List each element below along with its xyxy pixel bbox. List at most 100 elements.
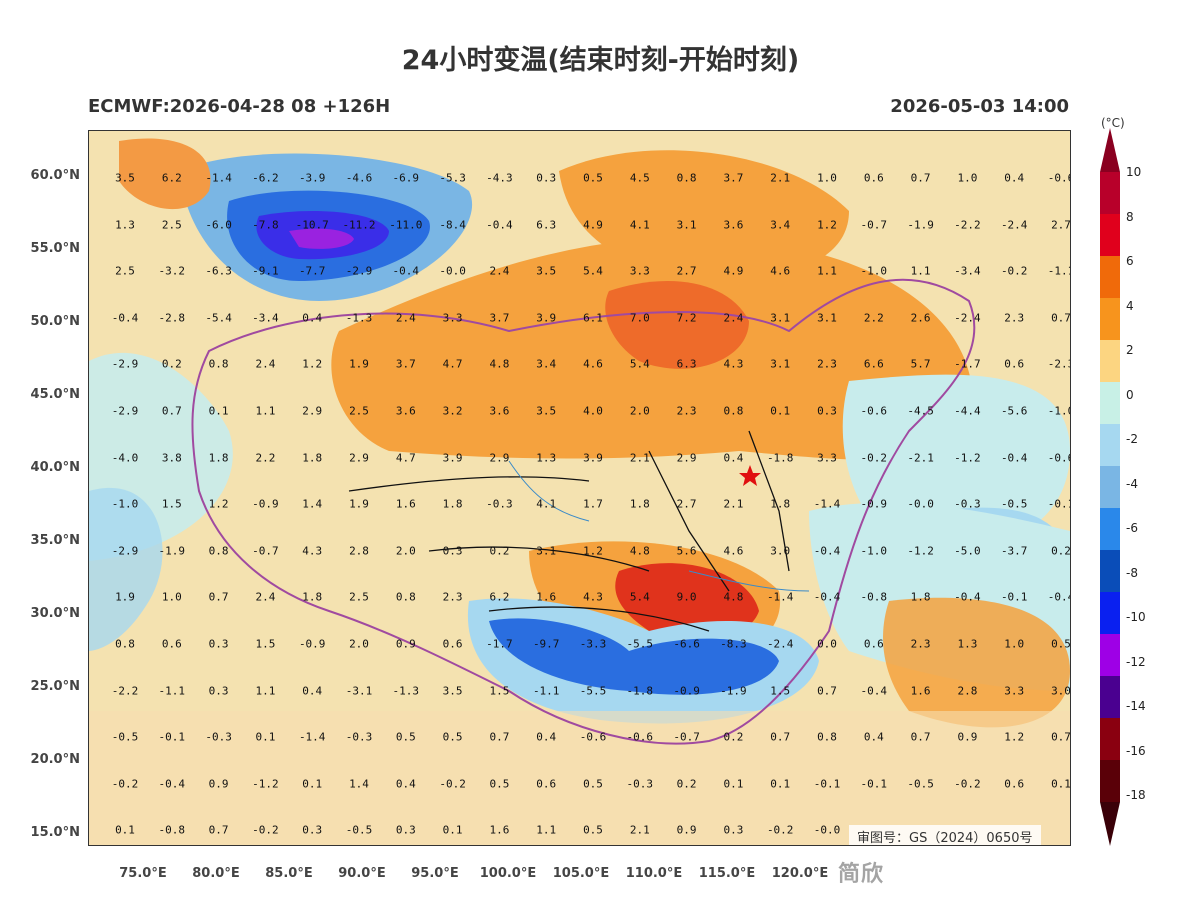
lon-tick-label: 75.0°E — [119, 866, 167, 881]
grid-value: -0.2 — [439, 777, 466, 791]
map-area[interactable]: 3.5 6.2 -1.4 -6.2 -3.9 -4.6 -6.9 -5.3 -4.3 0.3 0.5… — [88, 130, 1071, 846]
grid-value: 0.4 — [1004, 171, 1025, 185]
grid-value: 2.4 — [489, 264, 510, 278]
grid-value: 2.4 — [723, 311, 744, 325]
grid-value: 2.7 — [676, 264, 697, 278]
grid-value: -0.2 — [954, 777, 981, 791]
grid-value: -0.7 — [860, 218, 888, 232]
grid-value: -5.6 — [1000, 404, 1028, 418]
grid-value: -0.4 — [813, 544, 841, 558]
grid-value: -1.7 — [486, 637, 513, 651]
colorbar-max-arrow — [1100, 128, 1120, 172]
colorbar-segment — [1100, 382, 1120, 424]
grid-value: 4.7 — [442, 357, 463, 371]
grid-value: 1.2 — [1004, 730, 1025, 744]
grid-value: -0.9 — [860, 497, 888, 511]
grid-value: -0.3 — [205, 730, 232, 744]
grid-value: 2.8 — [349, 544, 369, 558]
grid-value: 4.8 — [723, 590, 744, 604]
grid-value: -1.9 — [720, 684, 747, 698]
field-warm-se — [883, 597, 1070, 728]
grid-value: 5.7 — [910, 357, 931, 371]
grid-value: -1.8 — [626, 684, 654, 698]
grid-value: 3.6 — [723, 218, 744, 232]
colorbar-segment — [1100, 466, 1120, 508]
grid-value: -1.2 — [954, 451, 981, 465]
field-south — [89, 711, 1070, 845]
grid-value: 1.5 — [161, 497, 182, 511]
grid-value: -9.7 — [532, 637, 560, 651]
grid-value: -5.0 — [954, 544, 981, 558]
grid-value: 0.7 — [489, 730, 510, 744]
grid-value: 1.6 — [536, 590, 557, 604]
grid-value: -2.4 — [766, 637, 794, 651]
colorbar-segment — [1100, 508, 1120, 550]
grid-value: 0.1 — [1051, 777, 1071, 791]
field-hot-north-core — [605, 281, 749, 369]
grid-value: -0.7 — [673, 730, 700, 744]
grid-value: 0.1 — [770, 404, 791, 418]
grid-value: 1.0 — [957, 171, 978, 185]
grid-value: 2.3 — [910, 637, 931, 651]
grid-value: -0.9 — [673, 684, 700, 698]
grid-value: 0.7 — [1051, 311, 1071, 325]
grid-value: -0.6 — [626, 730, 654, 744]
grid-value: 3.9 — [583, 451, 603, 465]
grid-value: 0.3 — [442, 544, 463, 558]
grid-value: 0.2 — [676, 777, 697, 791]
grid-value: -1.0 — [860, 544, 888, 558]
grid-value: 0.1 — [208, 404, 229, 418]
grid-value: 1.5 — [489, 684, 510, 698]
grid-value: 0.5 — [583, 171, 603, 185]
grid-value: 0.1 — [115, 823, 135, 837]
grid-value: 0.1 — [723, 777, 744, 791]
grid-value: -0.6 — [1047, 171, 1070, 185]
colorbar-label: -10 — [1126, 610, 1146, 624]
grid-value: -7.8 — [252, 218, 279, 232]
grid-value: 4.1 — [629, 218, 650, 232]
grid-value: 4.7 — [395, 451, 416, 465]
grid-value: 1.6 — [395, 497, 416, 511]
grid-value: -5.4 — [205, 311, 232, 325]
grid-value: 1.1 — [817, 264, 837, 278]
lon-tick-label: 80.0°E — [192, 866, 240, 881]
grid-value: 1.2 — [817, 218, 837, 232]
lat-tick-label: 20.0°N — [30, 752, 80, 767]
grid-value: -1.1 — [532, 684, 560, 698]
field-warm-north-2 — [559, 150, 849, 281]
grid-value: 3.2 — [442, 404, 463, 418]
grid-value: -0.8 — [860, 590, 888, 604]
colorbar-segment — [1100, 172, 1120, 214]
grid-value: 1.3 — [536, 451, 557, 465]
grid-value: 0.3 — [723, 823, 744, 837]
grid-value: -0.3 — [345, 730, 373, 744]
watermark: 简欣 — [838, 862, 885, 887]
grid-value: -0.0 — [907, 497, 934, 511]
grid-value: 1.8 — [208, 451, 229, 465]
grid-value: 3.1 — [676, 218, 697, 232]
grid-value: 2.3 — [676, 404, 697, 418]
colorbar-label: -4 — [1126, 476, 1138, 491]
grid-value: -3.4 — [252, 311, 279, 325]
grid-value: 9.0 — [676, 590, 697, 604]
grid-value: 1.1 — [255, 404, 276, 418]
grid-value: 0.1 — [442, 823, 463, 837]
grid-value: 0.7 — [208, 823, 229, 837]
capital-star-icon — [739, 465, 761, 486]
grid-value: -0.2 — [252, 823, 279, 837]
colorbar-unit: (°C) — [1101, 116, 1125, 130]
grid-value: 1.8 — [770, 497, 791, 511]
grid-value: 1.5 — [255, 637, 276, 651]
grid-value: 3.3 — [1004, 684, 1025, 698]
grid-value: 1.6 — [489, 823, 510, 837]
grid-value: 3.5 — [115, 171, 135, 185]
grid-value: 2.3 — [817, 357, 837, 371]
grid-value: 2.1 — [770, 171, 791, 185]
grid-value: -1.3 — [392, 684, 420, 698]
grid-value: 1.3 — [115, 218, 135, 232]
colorbar-label: -18 — [1126, 788, 1146, 802]
grid-value: 4.1 — [536, 497, 557, 511]
grid-value: 0.6 — [536, 777, 557, 791]
grid-value: 0.3 — [395, 823, 416, 837]
grid-value: -0.2 — [1000, 264, 1028, 278]
